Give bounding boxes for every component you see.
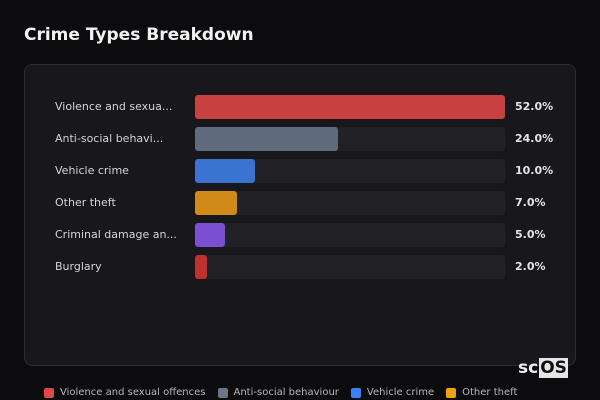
bar-track: [195, 95, 505, 119]
bar-track: [195, 191, 505, 215]
bar-value-label: 10.0%: [515, 164, 554, 177]
bar-track: [195, 127, 505, 151]
bar-value-label: 2.0%: [515, 260, 546, 273]
bar-value-label: 7.0%: [515, 196, 546, 209]
bar: [195, 127, 339, 151]
bar-row: Burglary 2.0%: [25, 255, 577, 279]
legend-label: Anti-social behaviour: [233, 387, 339, 398]
bar-label: Anti-social behavi...: [55, 132, 164, 145]
bar-track: [195, 255, 505, 279]
bar-row: Vehicle crime 10.0%: [25, 159, 577, 183]
legend: Violence and sexual offences Anti-social …: [44, 387, 517, 398]
logo-boxed: OS: [539, 358, 568, 378]
legend-item[interactable]: Other theft: [446, 387, 517, 398]
bar-row: Violence and sexua... 52.0%: [25, 95, 577, 119]
logo: sc OS: [517, 358, 568, 378]
bar-row: Anti-social behavi... 24.0%: [25, 127, 577, 151]
legend-item[interactable]: Anti-social behaviour: [217, 387, 339, 398]
bar-value-label: 5.0%: [515, 228, 546, 241]
bar: [195, 191, 237, 215]
bar-row: Other theft 7.0%: [25, 191, 577, 215]
legend-item[interactable]: Vehicle crime: [350, 387, 435, 398]
legend-label: Other theft: [462, 387, 518, 398]
bar-track: [195, 159, 505, 183]
bar-value-label: 24.0%: [515, 132, 554, 145]
bar-label: Burglary: [55, 260, 102, 273]
bar-label: Criminal damage an...: [55, 228, 177, 241]
legend-swatch: [350, 387, 361, 398]
chart-card: Violence and sexua... 52.0% Anti-social b…: [24, 64, 576, 366]
bar-label: Vehicle crime: [55, 164, 129, 177]
bar-value-label: 52.0%: [515, 100, 554, 113]
legend-swatch: [217, 387, 228, 398]
legend-swatch: [446, 387, 457, 398]
bar: [195, 223, 225, 247]
legend-label: Vehicle crime: [366, 387, 435, 398]
bar: [195, 95, 505, 119]
bar-track: [195, 223, 505, 247]
bar-label: Other theft: [55, 196, 116, 209]
legend-item[interactable]: Violence and sexual offences: [44, 387, 206, 398]
bar: [195, 159, 255, 183]
logo-prefix: sc: [518, 358, 539, 378]
bar: [195, 255, 207, 279]
legend-label: Violence and sexual offences: [60, 387, 206, 398]
bar-label: Violence and sexua...: [55, 100, 173, 113]
chart-title: Crime Types Breakdown: [24, 25, 254, 45]
legend-swatch: [44, 387, 54, 398]
bar-row: Criminal damage an... 5.0%: [25, 223, 577, 247]
